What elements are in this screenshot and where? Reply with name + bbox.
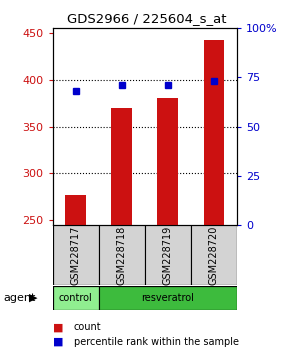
Text: GSM228719: GSM228719 — [163, 225, 173, 285]
FancyBboxPatch shape — [191, 225, 237, 285]
Text: GSM228717: GSM228717 — [70, 225, 81, 285]
FancyBboxPatch shape — [145, 225, 191, 285]
Text: count: count — [74, 322, 101, 332]
Text: ▶: ▶ — [28, 293, 37, 303]
Bar — [158, 98, 178, 225]
Text: control: control — [59, 293, 92, 303]
FancyBboxPatch shape — [52, 286, 99, 310]
Text: GDS2966 / 225604_s_at: GDS2966 / 225604_s_at — [67, 12, 227, 25]
Text: percentile rank within the sample: percentile rank within the sample — [74, 337, 238, 347]
Text: GSM228718: GSM228718 — [117, 225, 127, 285]
Text: resveratrol: resveratrol — [141, 293, 194, 303]
FancyBboxPatch shape — [52, 225, 99, 285]
Bar — [204, 40, 224, 225]
FancyBboxPatch shape — [99, 225, 145, 285]
FancyBboxPatch shape — [99, 286, 237, 310]
Text: ■: ■ — [52, 337, 63, 347]
Text: ■: ■ — [52, 322, 63, 332]
Text: GSM228720: GSM228720 — [209, 225, 219, 285]
Bar — [65, 195, 86, 225]
Bar — [111, 108, 132, 225]
Text: agent: agent — [3, 293, 35, 303]
